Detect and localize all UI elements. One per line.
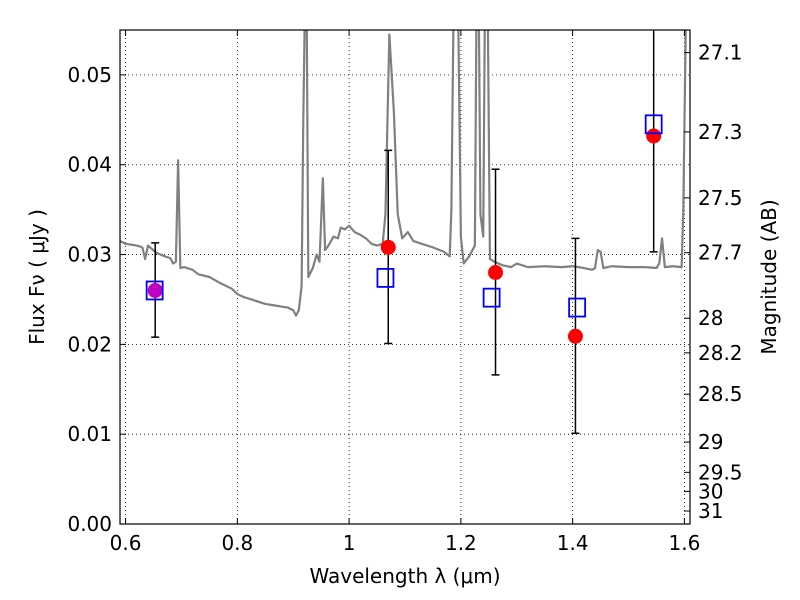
x-tick-label: 1	[343, 531, 356, 555]
mag-tick-label: 31	[698, 499, 723, 523]
y-tick-label: 0.05	[67, 63, 112, 87]
x-tick-label: 1.4	[557, 531, 589, 555]
model-flux-square	[644, 114, 663, 135]
x-tick-label: 0.8	[221, 531, 253, 555]
y-axis-title: Flux Fν ( μJy )	[25, 209, 49, 345]
y2-axis-title: Magnitude (AB)	[757, 199, 781, 354]
x-tick-label: 1.2	[445, 531, 477, 555]
observed-point	[646, 128, 662, 144]
x-tick-label: 0.6	[110, 531, 142, 555]
y-tick-label: 0.02	[67, 332, 112, 356]
y-tick-label: 0.04	[67, 153, 112, 177]
grid	[120, 30, 690, 524]
mag-tick-label: 30	[698, 479, 723, 503]
model-flux-square	[376, 267, 395, 288]
mag-tick-label: 29	[698, 430, 723, 454]
y-tick-label: 0.00	[67, 512, 112, 536]
mag-tick-label: 28.2	[698, 341, 743, 365]
observed-point	[567, 328, 583, 344]
observed-point	[147, 282, 163, 298]
plot-frame	[119, 29, 691, 525]
y-tick-label: 0.01	[67, 422, 112, 446]
model-flux-square	[568, 297, 587, 318]
mag-tick-label: 29.5	[698, 460, 743, 484]
observed-point	[488, 265, 504, 281]
y-tick-label: 0.03	[67, 243, 112, 267]
ticks: 0.6 0.8 1 1.2 1.4 1.6 0.00 0.01 0.02 0.03 0.04 0.05…	[67, 30, 743, 555]
mag-tick-label: 28.5	[698, 382, 743, 406]
observed-point	[380, 239, 396, 255]
plot-area	[120, 30, 690, 524]
mag-tick-label: 27.7	[698, 241, 743, 265]
model-spectrum-line	[120, 30, 687, 317]
mag-tick-label: 27.3	[698, 120, 743, 144]
x-tick-label: 1.6	[669, 531, 701, 555]
plot-data	[120, 30, 687, 435]
model-flux-square	[482, 287, 501, 308]
x-axis-title: Wavelength λ (μm)	[309, 564, 500, 588]
mag-tick-label: 27.1	[698, 41, 743, 65]
model-flux-square	[145, 280, 164, 301]
mag-tick-label: 27.5	[698, 186, 743, 210]
mag-tick-label: 28	[698, 306, 723, 330]
